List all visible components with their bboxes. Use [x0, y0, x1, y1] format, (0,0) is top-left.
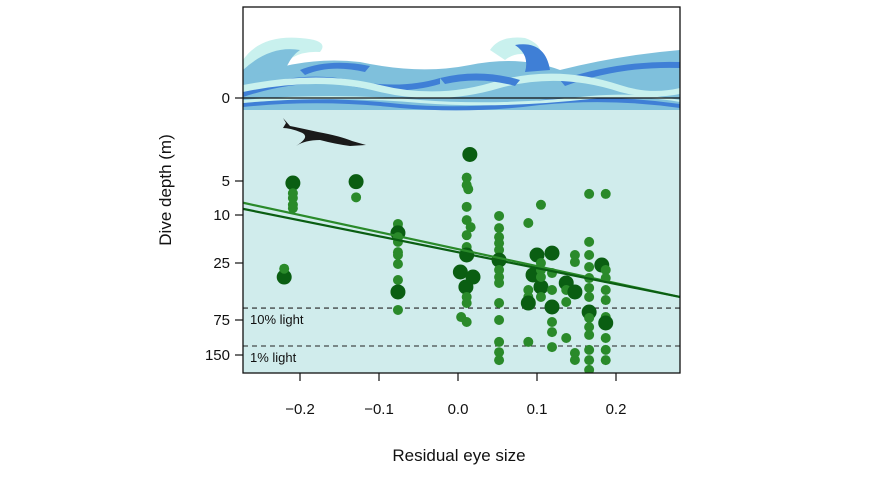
- data-point: [547, 317, 558, 328]
- data-point-large: [520, 295, 536, 311]
- water-background: [243, 106, 680, 373]
- data-point: [600, 344, 611, 355]
- data-point-large: [348, 174, 364, 190]
- y-axis-title: Dive depth (m): [156, 134, 175, 245]
- light-reference-label: 10% light: [250, 312, 304, 327]
- x-tick-label: −0.2: [285, 401, 315, 418]
- data-point: [584, 312, 595, 323]
- data-point: [351, 192, 362, 203]
- data-point: [600, 355, 611, 366]
- data-point: [392, 274, 403, 285]
- y-tick-label: 0: [222, 90, 230, 107]
- data-point: [494, 223, 505, 234]
- x-tick-label: −0.1: [364, 401, 394, 418]
- data-point: [463, 184, 474, 195]
- x-tick-label: 0.0: [448, 401, 469, 418]
- data-point: [584, 322, 595, 332]
- data-point: [569, 250, 580, 260]
- x-axis-title: Residual eye size: [392, 446, 525, 465]
- data-point: [584, 355, 595, 366]
- data-point: [523, 218, 534, 228]
- data-point: [600, 188, 611, 199]
- data-point: [461, 201, 472, 212]
- data-point: [461, 172, 472, 183]
- data-point: [569, 347, 580, 358]
- x-tick-label: 0.2: [606, 401, 627, 418]
- data-point: [523, 285, 534, 296]
- data-point-large: [544, 299, 560, 315]
- data-point: [287, 203, 298, 214]
- data-point: [561, 333, 572, 344]
- data-point: [600, 285, 611, 296]
- y-tick-label: 10: [213, 207, 230, 224]
- data-point-large: [544, 245, 560, 261]
- diving-bird-icon: [283, 118, 366, 146]
- data-point: [523, 336, 534, 347]
- data-point-large: [276, 269, 292, 285]
- data-point: [584, 282, 595, 293]
- data-point: [494, 355, 505, 366]
- data-point: [535, 291, 546, 302]
- y-tick-label: 5: [222, 173, 230, 190]
- data-point: [569, 354, 580, 365]
- y-tick-label: 150: [205, 347, 230, 364]
- data-point: [569, 257, 580, 268]
- data-point: [547, 327, 558, 338]
- data-point-large: [567, 284, 583, 300]
- data-point: [600, 295, 611, 306]
- data-point: [584, 261, 595, 272]
- data-point-large: [533, 279, 549, 295]
- plot-frame: [242, 6, 681, 374]
- data-point: [547, 342, 558, 353]
- data-point: [392, 304, 403, 315]
- data-point: [584, 188, 595, 199]
- data-point: [600, 264, 611, 275]
- data-point: [392, 259, 403, 270]
- data-point: [584, 291, 595, 302]
- data-point: [494, 264, 505, 275]
- light-reference-label: 1% light: [250, 350, 297, 365]
- data-point-large: [452, 264, 468, 280]
- data-point-large: [598, 315, 614, 331]
- data-point: [494, 336, 505, 347]
- data-point: [461, 230, 472, 241]
- data-point: [494, 347, 505, 358]
- data-point: [392, 250, 403, 260]
- data-point-large: [285, 175, 301, 191]
- y-tick-label: 25: [213, 255, 230, 272]
- data-point: [535, 199, 546, 210]
- data-point: [584, 344, 595, 355]
- data-point: [584, 364, 595, 373]
- waves-illustration: [243, 37, 680, 111]
- data-point: [494, 298, 505, 309]
- data-point: [494, 315, 505, 325]
- data-point: [547, 285, 558, 296]
- data-point: [584, 250, 595, 260]
- data-point: [461, 298, 472, 309]
- y-tick-label: 75: [213, 312, 230, 329]
- data-point-large: [462, 146, 478, 162]
- data-point: [600, 333, 611, 344]
- data-point-large: [390, 284, 406, 300]
- regression-line: [243, 207, 680, 299]
- data-point: [561, 296, 572, 307]
- data-point: [494, 210, 505, 221]
- data-point: [494, 277, 505, 288]
- data-point: [584, 236, 595, 247]
- data-point: [279, 263, 290, 274]
- data-point: [584, 329, 595, 340]
- x-tick-label: 0.1: [527, 401, 548, 418]
- data-point-large: [458, 279, 474, 295]
- data-point: [461, 317, 472, 328]
- data-point: [535, 272, 546, 283]
- data-point: [494, 244, 505, 255]
- data-point: [465, 222, 476, 233]
